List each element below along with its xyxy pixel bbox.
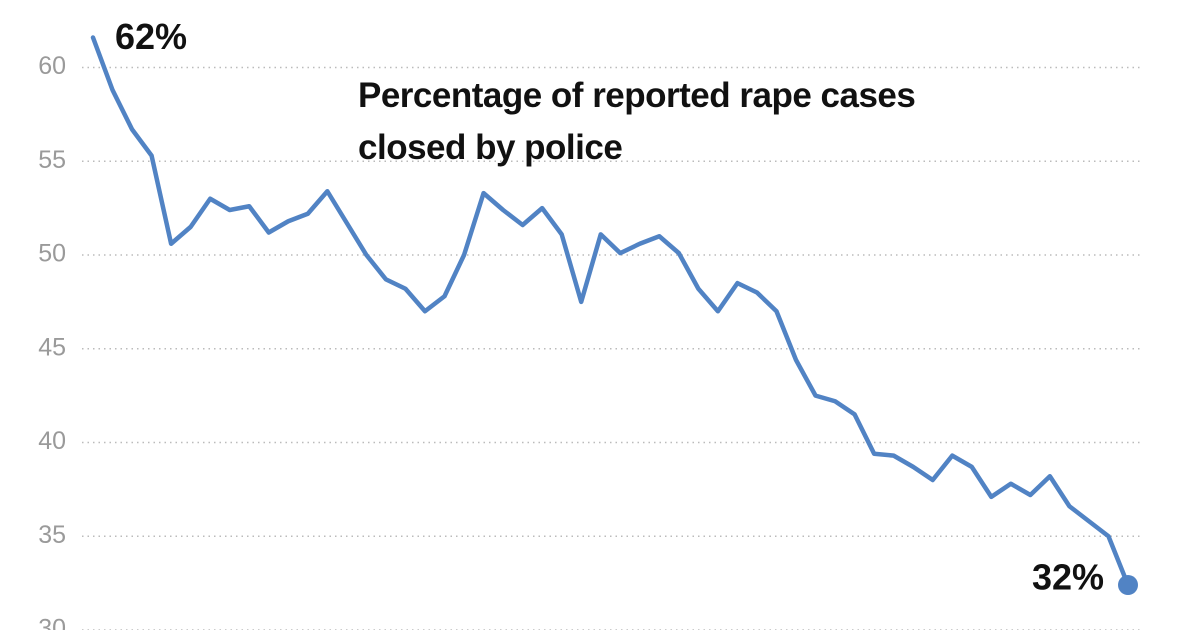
y-tick-label: 40 bbox=[38, 427, 66, 455]
chart-title: Percentage of reported rape cases closed… bbox=[358, 76, 916, 167]
y-tick-label: 35 bbox=[38, 521, 66, 549]
y-tick-label: 60 bbox=[38, 52, 66, 80]
y-tick-label: 55 bbox=[38, 146, 66, 174]
y-tick-label: 45 bbox=[38, 333, 66, 361]
value-label: 62% bbox=[115, 16, 187, 57]
y-tick-label: 50 bbox=[38, 240, 66, 268]
y-tick-label: 30 bbox=[38, 615, 66, 630]
value-label: 32% bbox=[1032, 557, 1104, 598]
end-point bbox=[1118, 575, 1138, 595]
line bbox=[90, 35, 1131, 588]
